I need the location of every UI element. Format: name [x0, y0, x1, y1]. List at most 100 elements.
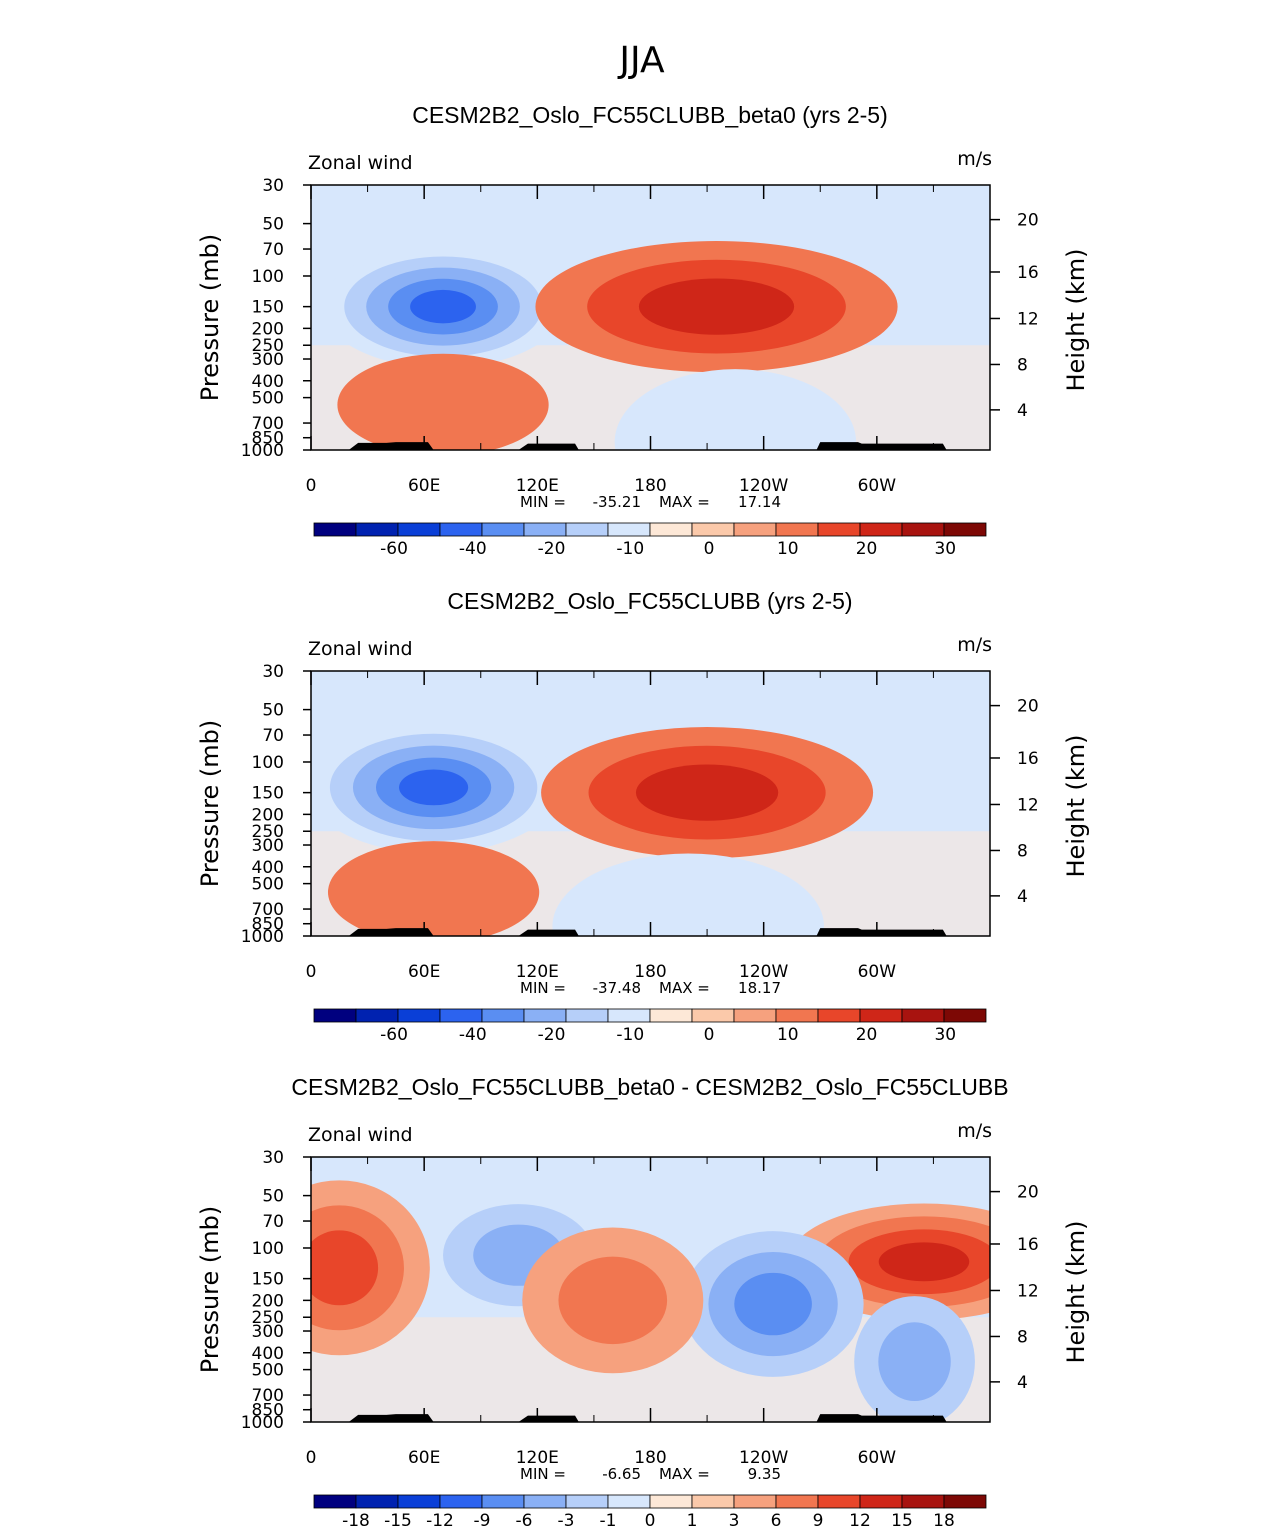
y-axis-label: Pressure (mb): [196, 720, 224, 887]
y-tick-label: 150: [252, 298, 284, 318]
x-tick-label: 60W: [858, 476, 897, 496]
colorbar-tick-label: -1: [600, 1511, 617, 1531]
y-tick-label: 1000: [241, 441, 284, 461]
contour-blob-0-2: [311, 1230, 379, 1306]
y-tick-label: 100: [252, 1239, 284, 1259]
colorbar-tick-label: -10: [616, 1025, 644, 1045]
x-tick-label: 0: [306, 1448, 317, 1468]
y-tick-label: 30: [262, 662, 284, 682]
y-tick-label: 150: [252, 1270, 284, 1290]
y-tick-label: 1000: [241, 927, 284, 947]
colorbar-tick-label: -15: [384, 1511, 412, 1531]
y-tick-label: 50: [262, 1187, 284, 1207]
units-label: m/s: [957, 148, 992, 170]
colorbar-swatch: [607, 1008, 651, 1023]
y-tick-label: 150: [252, 784, 284, 804]
y-tick-label: 400: [252, 858, 284, 878]
min-value: -6.65: [602, 1465, 641, 1483]
colorbar-swatch: [397, 1008, 441, 1023]
colorbar-tick-label: 20: [856, 1025, 878, 1045]
y-right-tick-label: 8: [1017, 355, 1028, 375]
colorbar-swatch: [901, 522, 945, 537]
y-tick-label: 30: [262, 176, 284, 196]
contour-blob-3-0: [337, 353, 549, 450]
colorbar-tick-label: -9: [474, 1511, 491, 1531]
x-tick-label: 0: [306, 476, 317, 496]
contour-blob-2-2: [734, 1272, 812, 1336]
colorbar-swatch: [649, 1008, 693, 1023]
x-tick-label: 120E: [516, 476, 559, 496]
variable-label: Zonal wind: [308, 152, 413, 174]
colorbar-swatch: [817, 1008, 861, 1023]
y-right-tick-label: 16: [1017, 1235, 1039, 1255]
colorbar-swatch: [775, 522, 819, 537]
units-label: m/s: [957, 634, 992, 656]
colorbar-tick-label: 0: [645, 1511, 656, 1531]
x-tick-label: 120W: [739, 476, 788, 496]
y-tick-label: 500: [252, 389, 284, 409]
colorbar-tick-label: 6: [771, 1511, 782, 1531]
contour-blob-2-0: [614, 369, 857, 450]
y-right-tick-label: 4: [1017, 887, 1028, 907]
y-right-tick-label: 12: [1017, 309, 1039, 329]
y-tick-label: 200: [252, 319, 284, 339]
y-tick-label: 50: [262, 215, 284, 235]
colorbar-tick-label: -20: [538, 1025, 566, 1045]
variable-label: Zonal wind: [308, 638, 413, 660]
y-right-axis-label: Height (km): [1062, 249, 1090, 392]
colorbar-swatch: [775, 1008, 819, 1023]
y-right-tick-label: 4: [1017, 401, 1028, 421]
y-right-tick-label: 12: [1017, 795, 1039, 815]
y-tick-label: 850: [252, 915, 284, 935]
colorbar-swatch: [313, 522, 357, 537]
max-label: MAX =: [659, 979, 710, 997]
colorbar-swatch: [817, 522, 861, 537]
colorbar-swatch: [607, 522, 651, 537]
y-tick-label: 250: [252, 336, 284, 356]
y-tick-label: 70: [262, 240, 284, 260]
colorbar-tick-label: -6: [516, 1511, 533, 1531]
y-right-axis-label: Height (km): [1062, 735, 1090, 878]
y-axis-label: Pressure (mb): [196, 234, 224, 401]
colorbar-tick-label: -3: [558, 1511, 575, 1531]
y-tick-label: 300: [252, 350, 284, 370]
colorbar-swatch: [733, 1008, 777, 1023]
colorbar-swatch: [565, 1494, 609, 1509]
topography: [311, 442, 947, 450]
contour-blob-5-1: [878, 1322, 951, 1402]
y-right-tick-label: 16: [1017, 749, 1039, 769]
chart-title: CESM2B2_Oslo_FC55CLUBB_beta0 (yrs 2-5): [412, 102, 888, 128]
contour-blob-0-4: [410, 289, 476, 324]
colorbar-swatch: [523, 522, 567, 537]
colorbar-tick-label: -60: [380, 539, 408, 559]
x-tick-label: 60E: [408, 962, 440, 982]
variable-label: Zonal wind: [308, 1124, 413, 1146]
colorbar-tick-label: 3: [729, 1511, 740, 1531]
contour-blob-3-0: [328, 841, 540, 936]
colorbar-swatch: [943, 1008, 987, 1023]
colorbar-tick-label: 9: [813, 1511, 824, 1531]
y-tick-label: 700: [252, 414, 284, 434]
max-value: 17.14: [738, 493, 781, 511]
colorbar-swatch: [355, 522, 399, 537]
contour-field: [311, 671, 990, 936]
colorbar-swatch: [607, 1494, 651, 1509]
x-tick-label: 0: [306, 962, 317, 982]
y-tick-label: 1000: [241, 1413, 284, 1433]
y-tick-label: 30: [262, 1148, 284, 1168]
colorbar-swatch: [481, 1494, 525, 1509]
y-tick-label: 70: [262, 1212, 284, 1232]
y-right-tick-label: 16: [1017, 263, 1039, 283]
x-tick-label: 180: [634, 1448, 666, 1468]
colorbar-tick-label: -12: [426, 1511, 454, 1531]
colorbar-swatch: [523, 1494, 567, 1509]
min-label: MIN =: [520, 493, 566, 511]
y-tick-label: 700: [252, 1386, 284, 1406]
topography: [311, 1414, 947, 1422]
y-right-tick-label: 4: [1017, 1373, 1028, 1393]
colorbar-swatch: [565, 1008, 609, 1023]
colorbar-swatch: [523, 1008, 567, 1023]
y-tick-label: 70: [262, 726, 284, 746]
colorbar-tick-label: 30: [934, 539, 956, 559]
